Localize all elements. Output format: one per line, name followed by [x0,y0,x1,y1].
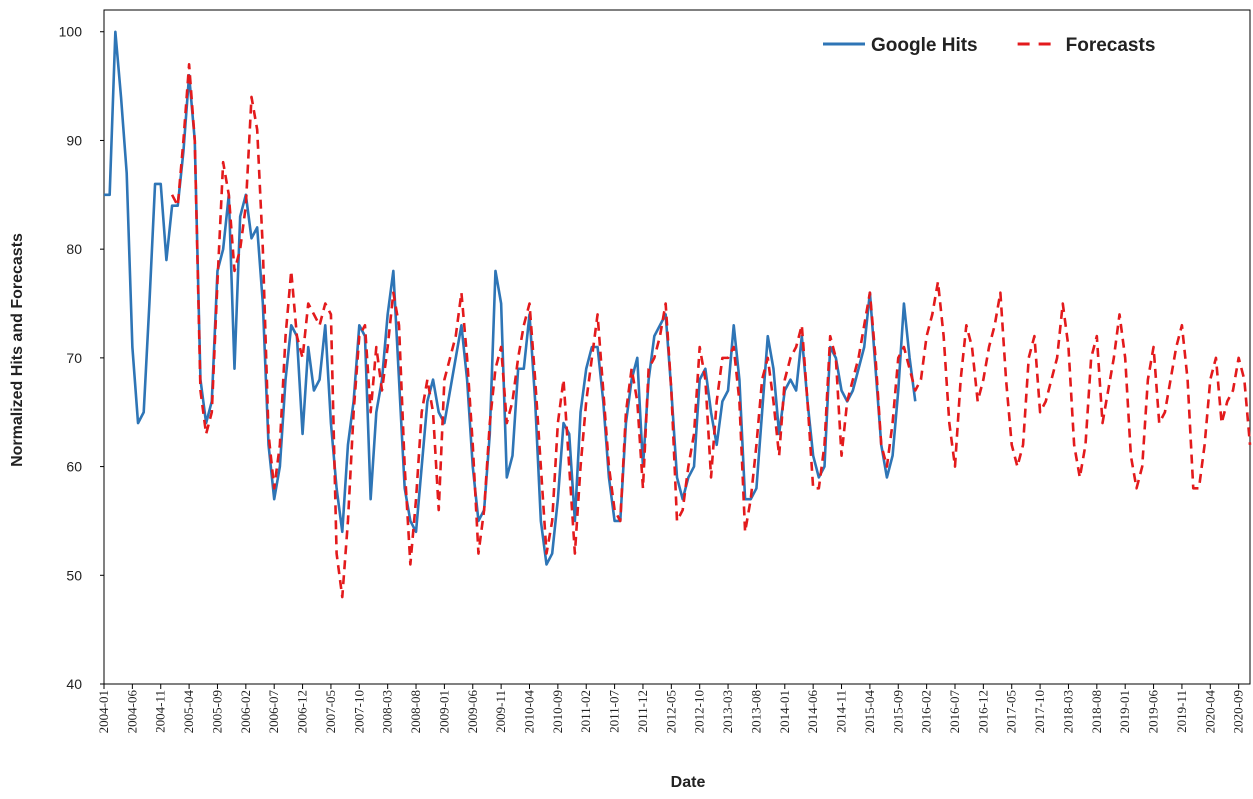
x-tick-label: 2019-06 [1146,690,1161,734]
x-tick-label: 2004-06 [124,690,139,734]
x-tick-label: 2012-10 [692,690,707,733]
x-tick-label: 2009-11 [493,690,508,733]
x-tick-label: 2011-07 [607,690,622,733]
x-tick-label: 2005-09 [209,690,224,733]
x-tick-label: 2014-01 [777,690,792,733]
x-tick-label: 2012-05 [663,690,678,733]
x-tick-label: 2018-03 [1060,690,1075,733]
x-tick-label: 2006-07 [266,690,281,734]
series-line [170,63,1252,599]
y-tick-label: 40 [66,676,82,692]
y-tick-label: 70 [66,350,82,366]
x-tick-label: 2007-10 [351,690,366,733]
x-tick-label: 2011-02 [578,690,593,733]
x-tick-label: 2019-01 [1117,690,1132,733]
x-tick-label: 2020-09 [1231,690,1246,733]
x-tick-label: 2009-01 [436,690,451,733]
x-tick-label: 2005-04 [181,690,196,734]
x-tick-label: 2010-04 [521,690,536,734]
x-tick-label: 2004-11 [153,690,168,733]
x-tick-label: 2016-07 [947,690,962,734]
x-tick-label: 2013-08 [748,690,763,733]
x-tick-label: 2011-12 [635,690,650,733]
x-tick-label: 2006-02 [238,690,253,733]
x-tick-label: 2010-09 [550,690,565,733]
x-tick-label: 2018-08 [1089,690,1104,733]
y-tick-label: 60 [66,459,82,475]
x-tick-label: 2019-11 [1174,690,1189,733]
legend-label: Google Hits [871,35,978,56]
plot-area [103,9,1251,685]
y-tick-label: 100 [59,24,83,40]
series-line [104,30,917,566]
legend-label: Forecasts [1066,35,1156,56]
x-tick-label: 2013-03 [720,690,735,733]
x-tick-label: 2007-05 [323,690,338,733]
x-tick-label: 2017-10 [1032,690,1047,733]
y-axis-title: Normalized Hits and Forecasts [9,233,26,467]
x-tick-label: 2006-12 [295,690,310,733]
y-tick-label: 90 [66,132,82,148]
x-tick-label: 2016-12 [975,690,990,733]
x-axis-title: Date [671,774,706,791]
x-tick-label: 2020-04 [1202,690,1217,734]
x-tick-label: 2016-02 [919,690,934,733]
x-tick-label: 2015-09 [890,690,905,733]
x-tick-label: 2014-11 [834,690,849,733]
y-tick-label: 80 [66,241,82,257]
y-tick-label: 50 [66,567,82,583]
x-tick-label: 2015-04 [862,690,877,734]
x-tick-label: 2004-01 [96,690,111,733]
x-tick-label: 2009-06 [465,690,480,734]
x-tick-label: 2017-05 [1004,690,1019,733]
x-tick-label: 2008-03 [380,690,395,733]
x-tick-label: 2008-08 [408,690,423,733]
x-tick-label: 2014-06 [805,690,820,734]
